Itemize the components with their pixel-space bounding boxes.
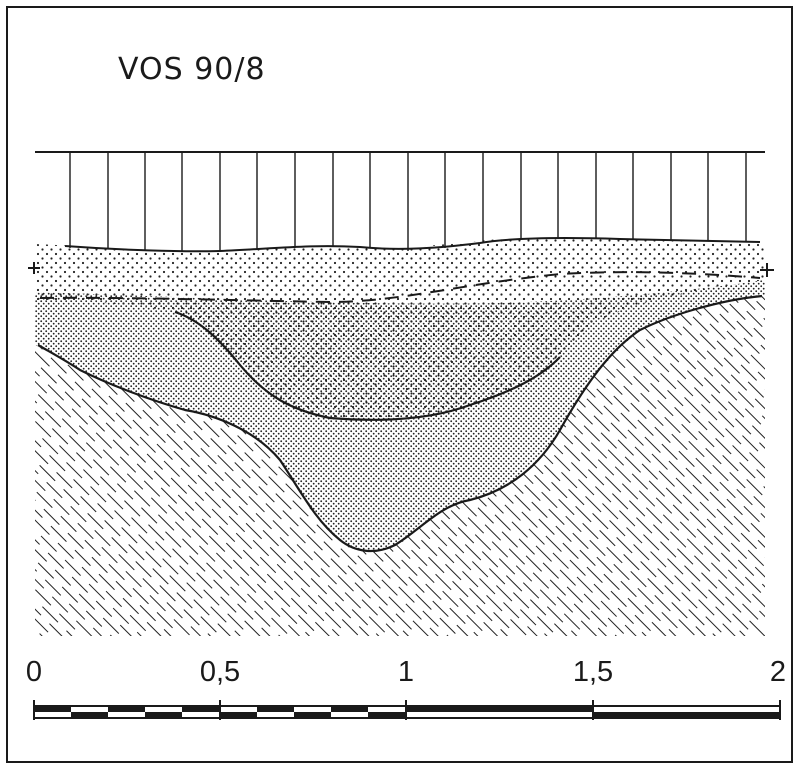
dashed-level-line	[39, 271, 761, 304]
scale-tick-1-5: 1,5	[572, 656, 614, 688]
scale-tick-1: 1	[397, 656, 415, 688]
section-title: VOS 90/8	[118, 52, 266, 87]
subsoil-hatched-layer	[35, 296, 765, 636]
scale-tick-0: 0	[25, 656, 43, 688]
reference-markers	[28, 262, 774, 277]
scale-bar	[33, 700, 781, 720]
pit-boundary	[37, 294, 763, 553]
inner-fill-boundary	[174, 310, 561, 421]
scale-tick-0-5: 0,5	[199, 656, 241, 688]
topsoil-boundary	[64, 237, 761, 253]
topsoil-layer	[35, 151, 765, 251]
scale-tick-2: 2	[769, 656, 787, 688]
sparse-fill-layer	[35, 237, 765, 420]
